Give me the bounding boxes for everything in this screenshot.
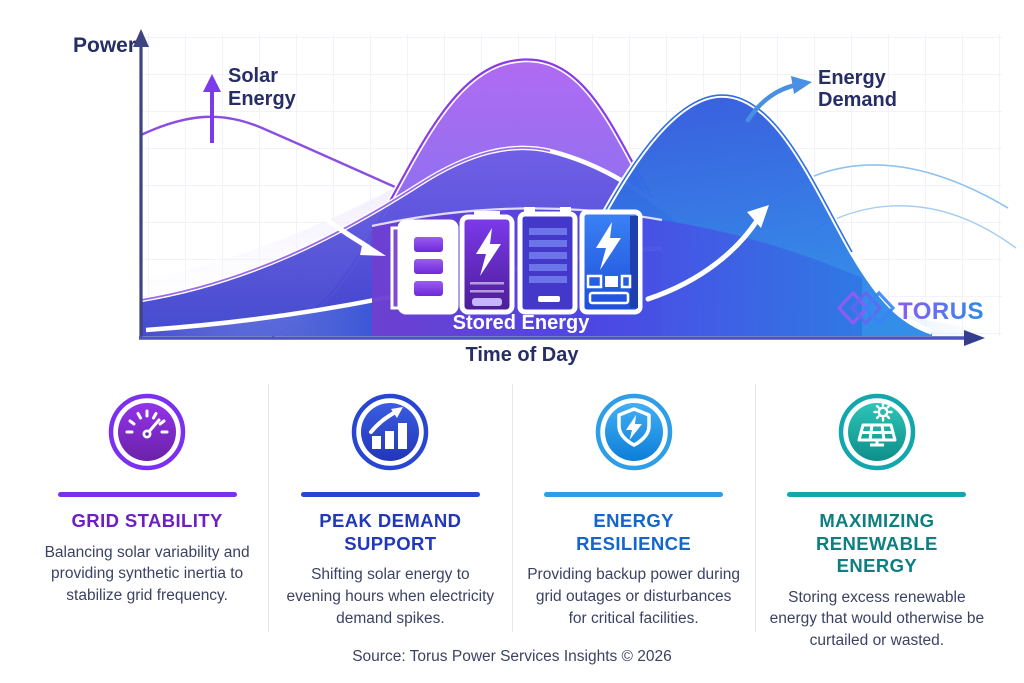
y-axis-arrowhead [133,29,149,47]
card-underline [544,492,724,497]
card-title: GRID STABILITY [71,510,223,531]
battery-segments-icon [390,219,459,315]
benefit-cards: GRID STABILITY Balancing solar variabili… [0,384,1024,649]
card-title: PEAK DEMAND SUPPORT [319,510,462,554]
svg-text:Solar: Solar [228,65,278,87]
card-description: Balancing solar variability and providin… [44,543,250,604]
solar-label-arrow-icon [203,74,221,143]
y-axis-label: Power [73,34,136,57]
torus-logo-text: TORUS [898,298,984,325]
battery-bolt-icon [459,211,515,315]
card-title: MAXIMIZING RENEWABLE ENERGY [815,510,938,577]
battery-icons [390,207,643,315]
svg-text:Energy: Energy [228,88,297,110]
card-underline [57,492,237,497]
source-attribution: Source: Torus Power Services Insights © … [352,648,672,665]
card-peak-demand-support: PEAK DEMAND SUPPORT Shifting solar energ… [268,384,511,632]
torus-logo-icon [836,290,896,326]
axes [133,29,985,346]
demand-label-arrow-icon [745,76,812,123]
card-description: Providing backup power during grid outag… [527,566,741,627]
gauge-icon [108,393,186,471]
shield-bolt-icon [595,393,672,471]
battery-inverter-icon [579,209,643,315]
card-underline [300,492,480,497]
card-description: Shifting solar energy to evening hours w… [286,566,495,627]
battery-rack-icon [517,207,578,315]
svg-text:Demand: Demand [818,89,897,111]
discharge-arrow-icon [645,205,769,302]
x-axis-label: Time of Day [466,344,580,366]
solar-energy-label: Solar Energy [228,65,297,110]
stored-energy-label: Stored Energy [453,312,591,334]
energy-chart: Power Solar Energy Energy Demand Stored … [73,29,1018,366]
charge-arrow-icon [297,197,386,256]
x-axis-arrowhead [964,330,985,346]
card-underline [787,492,967,497]
energy-demand-label: Energy Demand [818,67,897,111]
card-maximizing-renewable: MAXIMIZING RENEWABLE ENERGY Storing exce… [754,384,998,649]
card-grid-stability: GRID STABILITY Balancing solar variabili… [26,384,268,632]
solar-panel-sun-icon [838,393,916,471]
card-title: ENERGY RESILIENCE [576,510,692,554]
svg-text:Energy: Energy [818,67,887,89]
card-description: Storing excess renewable energy that wou… [769,588,985,650]
card-energy-resilience: ENERGY RESILIENCE Providing backup power… [511,384,755,632]
torus-logo: TORUS [836,290,984,326]
bar-chart-arrow-icon [352,393,429,471]
chart-canvas: Power Solar Energy Energy Demand Stored … [73,29,1018,366]
